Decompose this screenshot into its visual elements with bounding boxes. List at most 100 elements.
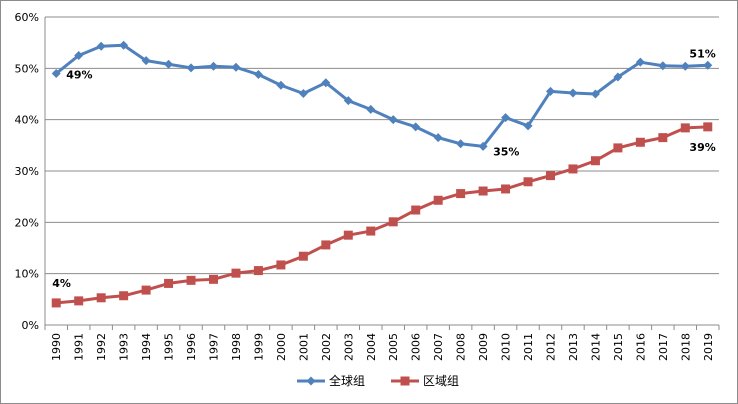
data-point (501, 184, 511, 194)
y-tick-label: 50% (15, 62, 39, 75)
data-point (51, 68, 61, 78)
x-tick-label: 2009 (477, 333, 490, 361)
x-tick-label: 2000 (275, 333, 288, 361)
y-tick-label: 0% (22, 319, 39, 332)
data-point (276, 80, 286, 90)
x-tick-label: 2019 (702, 333, 715, 361)
x-tick-label: 2010 (500, 333, 513, 361)
data-point (635, 57, 645, 67)
series (51, 40, 713, 308)
x-tick-label: 1991 (73, 333, 86, 361)
data-point (703, 60, 713, 70)
x-tick-label: 2002 (320, 333, 333, 361)
data-point (523, 177, 533, 187)
x-tick-label: 2014 (589, 333, 602, 361)
data-point (186, 275, 196, 285)
data-point (186, 63, 196, 73)
x-tick-label: 2015 (612, 333, 625, 361)
data-point (209, 61, 218, 71)
data-point (546, 86, 555, 96)
data-point (366, 226, 376, 236)
data-label: 4% (52, 277, 71, 290)
x-tick-label: 1990 (50, 333, 63, 361)
data-point (209, 274, 218, 284)
y-tick-label: 40% (15, 114, 39, 127)
data-point (478, 186, 488, 196)
x-axis-tick-labels: 1990 1991 1992 1993 1994 1995 1996 1997 1998 1999… (50, 333, 715, 361)
data-point (96, 293, 106, 303)
legend-marker (400, 376, 410, 386)
x-tick-label: 2007 (432, 333, 445, 361)
x-tick-label: 1992 (95, 333, 108, 361)
legend: 全球组 区域组 (297, 373, 459, 388)
x-tick-label: 2013 (567, 333, 580, 361)
data-point (321, 240, 331, 250)
x-tick-label: 2001 (297, 333, 310, 361)
x-tick-label: 2016 (634, 333, 647, 361)
data-point (456, 139, 466, 149)
legend-item-1: 全球组 (297, 373, 365, 388)
data-point (478, 141, 488, 151)
data-label: 51% (689, 47, 715, 60)
y-tick-label: 20% (15, 216, 39, 229)
x-tick-label: 1997 (208, 333, 221, 361)
x-tick-label: 2006 (410, 333, 423, 361)
data-point (253, 266, 263, 276)
data-point (74, 296, 84, 306)
data-point (366, 104, 376, 114)
data-point (141, 56, 151, 66)
data-point (231, 62, 241, 72)
data-point (456, 189, 466, 199)
x-tick-label: 2003 (342, 333, 355, 361)
data-point (411, 205, 421, 215)
data-point (388, 217, 398, 227)
data-point (298, 88, 308, 98)
data-point (680, 123, 690, 133)
data-point (613, 143, 623, 153)
data-point (613, 72, 623, 82)
series-line (56, 125, 708, 305)
x-tick-label: 1993 (118, 333, 131, 361)
x-tick-label: 1998 (230, 333, 243, 361)
y-tick-label: 30% (15, 165, 39, 178)
x-tick-label: 1994 (140, 333, 153, 361)
data-point (141, 285, 151, 295)
data-point (231, 268, 241, 278)
series-line (55, 43, 708, 148)
data-point (590, 89, 600, 99)
axes (44, 17, 720, 330)
data-point (343, 96, 353, 106)
data-point (658, 133, 668, 143)
x-tick-label: 1999 (252, 333, 265, 361)
series-1 (51, 40, 713, 151)
legend-label: 全球组 (329, 373, 365, 388)
y-tick-label: 10% (15, 268, 39, 281)
x-tick-label: 2018 (679, 333, 692, 361)
data-point (680, 61, 690, 71)
data-point (276, 260, 286, 270)
data-point (635, 137, 645, 147)
series-2 (51, 122, 713, 308)
data-point (568, 164, 578, 174)
data-point (568, 88, 578, 98)
data-label: 35% (493, 145, 519, 158)
data-point (546, 171, 555, 181)
x-tick-label: 2004 (365, 333, 378, 361)
x-tick-label: 2017 (657, 333, 670, 361)
data-point (703, 122, 713, 132)
data-point (164, 59, 174, 69)
y-tick-label: 60% (15, 11, 39, 24)
x-tick-label: 2011 (522, 333, 535, 361)
legend-label: 区域组 (423, 374, 459, 388)
data-point (501, 113, 511, 123)
data-point (74, 51, 84, 60)
data-point (433, 195, 443, 205)
gridlines (45, 16, 719, 275)
data-point (321, 78, 331, 88)
data-point (298, 251, 308, 261)
data-point (51, 298, 61, 308)
data-label: 39% (689, 141, 715, 154)
data-point (658, 61, 668, 71)
